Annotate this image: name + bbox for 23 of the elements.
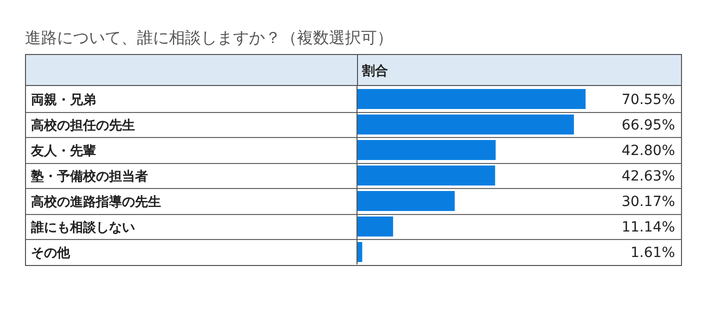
table-header: 割合 — [26, 55, 681, 86]
data-label: 1.61% — [630, 245, 675, 261]
data-label: 70.55% — [622, 92, 675, 108]
y-tick-label: 高校の進路指導の先生 — [31, 194, 161, 210]
y-tick-label: 塾・予備校の担当者 — [30, 168, 148, 184]
data-label: 66.95% — [622, 118, 675, 134]
y-tick-label: 両親・兄弟 — [31, 92, 96, 108]
data-label: 11.14% — [622, 220, 675, 236]
y-tick-label: 誰にも相談しない — [30, 219, 135, 236]
bar — [357, 191, 455, 211]
data-label: 42.63% — [622, 168, 675, 184]
y-tick-label: 友人・先輩 — [30, 144, 96, 159]
bar — [357, 140, 496, 160]
bar — [357, 114, 574, 134]
bar — [357, 89, 586, 109]
data-label: 30.17% — [622, 194, 675, 210]
bar — [357, 166, 496, 186]
data-label: 42.80% — [622, 143, 675, 159]
y-tick-label: 高校の担任の先生 — [31, 117, 135, 134]
bar — [357, 216, 394, 236]
x-axis-title: 割合 — [362, 62, 388, 80]
text: 進路について、誰に相談しますか？（複数選択可） — [25, 28, 394, 49]
y-tick-label: その他 — [31, 246, 71, 261]
